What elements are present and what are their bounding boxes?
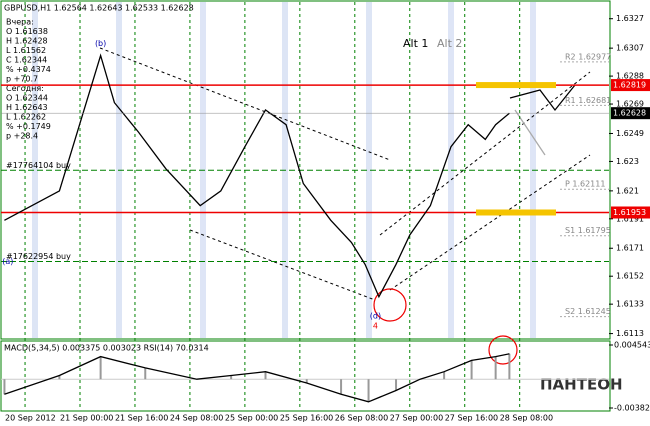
logo: ПАНТЕОН [540, 376, 623, 394]
level-zone [476, 82, 556, 89]
price-box [611, 107, 650, 120]
wave-label: (b) [95, 39, 106, 48]
x-tick-label: 28 Sep 08:00 [500, 414, 553, 423]
info-line: H 1.62643 [6, 103, 48, 112]
y-tick-label: 1.6249 [616, 129, 644, 138]
x-tick-label: 27 Sep 16:00 [445, 414, 498, 423]
wave-label: 4 [373, 322, 378, 331]
x-tick-label: 26 Sep 08:00 [335, 414, 388, 423]
price-box [611, 206, 650, 219]
chart-title: GBPUSD,H1 1.62564 1.62643 1.62533 1.6262… [4, 4, 194, 13]
channel-lines [99, 47, 591, 301]
pivot-label: R2 1.62977 [565, 52, 611, 61]
info-line: C 1.62344 [6, 56, 47, 65]
x-tick-label: 20 Sep 2012 [5, 414, 56, 423]
highlight-circle [373, 288, 407, 322]
y-tick-label: 1.6113 [616, 329, 644, 338]
x-tick-label: 21 Sep 16:00 [115, 414, 168, 423]
y-tick-label: 1.6171 [616, 244, 644, 253]
y-tick-label: 1.623 [616, 157, 639, 166]
price-box-label: 1.61953 [613, 208, 646, 217]
y-tick-label: 1.6327 [616, 14, 644, 23]
info-line: L 1.61562 [6, 46, 46, 55]
price-box [611, 79, 650, 92]
price-box-label: 1.62628 [613, 109, 646, 118]
info-line: p +70.7 [6, 75, 38, 84]
pivot-label: S1 1.61795 [565, 226, 611, 235]
info-line: % +0.1749 [6, 122, 51, 131]
pivot-label: P 1.62111 [565, 180, 605, 189]
trend-line [189, 229, 376, 301]
forecast-alt1 [509, 84, 576, 112]
wave-label: (a) [2, 257, 13, 266]
legend-item: Alt 2 [437, 37, 462, 50]
y-tick-label: 1.621 [616, 186, 639, 195]
x-tick-label: 27 Sep 00:00 [390, 414, 443, 423]
info-line: O 1.62344 [6, 94, 48, 103]
macd-line [4, 353, 510, 403]
info-line: O 1.61638 [6, 27, 48, 36]
x-tick-label: 25 Sep 16:00 [280, 414, 333, 423]
highlight-circle [488, 335, 518, 365]
trend-line [389, 154, 591, 291]
y-tick-label: 1.6133 [616, 300, 644, 309]
indicator-tick-label: 0.004543 [614, 341, 650, 350]
y-tick-label: 1.6269 [616, 100, 644, 109]
info-line: Вчера: [6, 18, 34, 27]
pivot-label: S2 1.61245 [565, 307, 611, 316]
y-tick-label: 1.6152 [616, 272, 644, 281]
x-tick-label: 24 Sep 08:00 [170, 414, 223, 423]
trend-line [99, 47, 391, 161]
x-tick-label: 25 Sep 00:00 [225, 414, 278, 423]
order-label: #17622954 buy [6, 252, 71, 261]
y-tick-label: 1.6191 [616, 214, 644, 223]
info-line: p +28.4 [6, 132, 38, 141]
order-label: #17764104 buy [6, 161, 71, 170]
legend-item: Alt 1 [403, 37, 428, 50]
wave-label: (d) [370, 311, 381, 320]
band [32, 2, 38, 338]
level-zone [476, 209, 556, 216]
y-tick-label: 1.6307 [616, 44, 644, 53]
y-tick-label: 1.6288 [616, 72, 644, 81]
price-box-label: 1.62819 [613, 81, 646, 90]
indicator-frame [0, 340, 611, 412]
indicator-title: MACD(5,34,5) 0.003375 0.003023 RSI(14) 7… [4, 344, 209, 353]
info-line: H 1.62428 [6, 37, 48, 46]
pivot-label: R1 1.62681 [565, 96, 611, 105]
price-line [4, 53, 510, 299]
x-tick-label: 21 Sep 00:00 [60, 414, 113, 423]
info-line: % +0.4374 [6, 65, 51, 74]
trend-line [379, 71, 591, 236]
info-line: L 1.62262 [6, 113, 46, 122]
band [366, 2, 372, 338]
indicator-tick-label: -0.00382 [614, 404, 650, 413]
